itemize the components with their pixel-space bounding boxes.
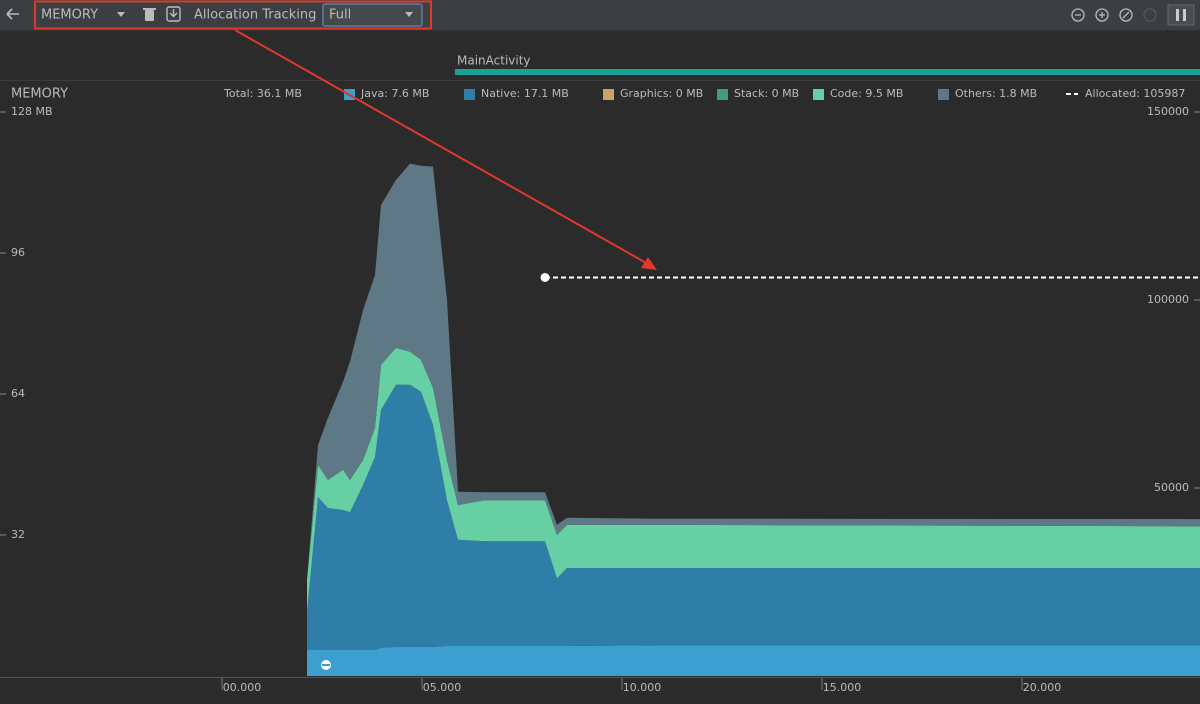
toolbar [0,0,1200,30]
chart-total: Total: 36.1 MB [223,87,302,100]
activity-bar [455,69,1200,75]
legend-label: Java: 7.6 MB [360,87,429,100]
x-tick-label: 05.000 [423,681,462,694]
y2-tick-label: 50000 [1154,481,1189,494]
legend-label: Others: 1.8 MB [955,87,1037,100]
back-button[interactable] [6,8,19,20]
line-start-marker [540,272,550,282]
area [307,645,1200,676]
dropdown-box [322,3,423,27]
x-tick-label: 20.000 [1023,681,1062,694]
legend-swatch [464,89,475,100]
pause-button[interactable] [1167,4,1195,26]
pause-bar [1176,9,1179,21]
capture-arrow [169,9,178,18]
legend-swatch [938,89,949,100]
zoom-in-button[interactable] [1095,8,1109,22]
x-tick-label: 00.000 [223,681,262,694]
legend-label: Stack: 0 MB [734,87,799,100]
annotation-arrow [234,29,657,270]
live-button[interactable] [1143,8,1157,22]
dropdown-arrow [405,12,413,17]
pause-bar [1183,9,1186,21]
zoom-icons [1075,11,1130,19]
legend-label: Allocated: 105987 [1085,87,1185,100]
legend-swatch [813,89,824,100]
highlight-box [34,0,432,30]
legend-label: Graphics: 0 MB [620,87,703,100]
capture-icon [166,6,181,22]
legend-swatch [717,89,728,100]
legend-label: Code: 9.5 MB [830,87,903,100]
plot: 32 64 96 128 MB 50000 100000 150000 00.000 05.00… [0,87,1200,694]
area [307,347,1200,613]
y2-tick-label: 150000 [1147,105,1189,118]
allocation-tracking-label: Allocation Tracking [194,8,316,23]
profiler-dropdown[interactable]: MEMORY [41,8,125,23]
y2-tick-label: 100000 [1147,293,1189,306]
tracking-mode: Full [329,8,351,23]
dropdown-arrow [117,12,125,17]
pause-box [1167,4,1195,26]
x-tick-label: 15.000 [823,681,862,694]
trash-lid [143,8,156,10]
reset-zoom-button[interactable] [1119,8,1133,22]
profiler-name: MEMORY [41,8,98,23]
legend-swatch [603,89,614,100]
event-icon-bar [322,664,330,666]
zoom-out-button[interactable] [1071,8,1085,22]
activity-label: MainActivity [457,54,531,68]
arrow-head [641,257,657,270]
x-tick-label: 10.000 [623,681,662,694]
area [307,384,1200,650]
y-tick-label: 64 [11,387,25,400]
area [307,163,1200,580]
legend-label: Native: 17.1 MB [481,87,569,100]
y-tick-label: 96 [11,246,25,259]
trash-icon [145,10,154,21]
y-tick-label: 32 [11,528,25,541]
tracking-mode-dropdown[interactable]: Full [322,3,423,27]
y-tick-label: 128 MB [11,105,53,118]
delete-button[interactable] [143,8,156,21]
chart-title: MEMORY [11,87,68,102]
capture-heap-button[interactable] [166,6,181,22]
arrow-line [234,29,649,265]
